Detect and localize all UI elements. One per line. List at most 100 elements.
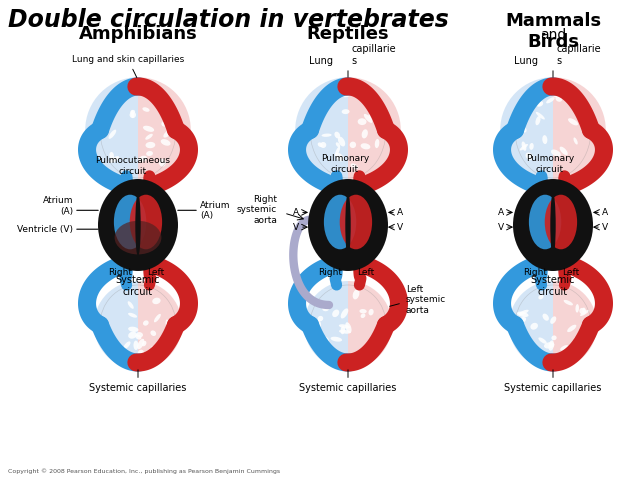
Ellipse shape: [340, 326, 345, 334]
Wedge shape: [553, 77, 606, 183]
Wedge shape: [94, 281, 138, 369]
Ellipse shape: [138, 350, 144, 357]
Ellipse shape: [317, 143, 323, 147]
Wedge shape: [500, 77, 553, 183]
Text: Double circulation in vertebrates: Double circulation in vertebrates: [8, 8, 449, 32]
Text: Copyright © 2008 Pearson Education, Inc., publishing as Pearson Benjamin Cumming: Copyright © 2008 Pearson Education, Inc.…: [8, 468, 280, 474]
Ellipse shape: [519, 126, 527, 132]
Text: Systemic capillaries: Systemic capillaries: [90, 370, 187, 393]
Ellipse shape: [124, 341, 131, 349]
Ellipse shape: [322, 306, 329, 311]
Ellipse shape: [109, 152, 114, 159]
Ellipse shape: [138, 156, 147, 162]
Ellipse shape: [564, 300, 573, 305]
Text: Pulmonary
circuit: Pulmonary circuit: [526, 154, 574, 174]
Text: Birds: Birds: [527, 33, 579, 51]
Text: Left: Left: [357, 268, 374, 277]
Ellipse shape: [330, 336, 342, 342]
Ellipse shape: [129, 89, 138, 95]
Ellipse shape: [142, 341, 147, 347]
Text: capillarie
s: capillarie s: [352, 44, 396, 66]
Text: A: A: [397, 208, 403, 217]
Text: Systemic capillaries: Systemic capillaries: [504, 370, 602, 393]
Ellipse shape: [324, 305, 328, 309]
Ellipse shape: [369, 309, 374, 315]
Text: Systemic capillaries: Systemic capillaries: [300, 370, 397, 393]
Ellipse shape: [516, 312, 529, 317]
Ellipse shape: [349, 142, 356, 148]
Ellipse shape: [582, 308, 586, 314]
Text: A: A: [293, 208, 299, 217]
Text: Atrium
(A): Atrium (A): [200, 201, 230, 220]
Ellipse shape: [574, 337, 582, 347]
Text: V: V: [498, 223, 504, 232]
Wedge shape: [348, 77, 401, 183]
Text: Lung: Lung: [514, 56, 538, 66]
Ellipse shape: [351, 164, 358, 169]
Wedge shape: [295, 77, 348, 183]
Ellipse shape: [575, 304, 579, 312]
Ellipse shape: [320, 142, 326, 148]
Ellipse shape: [127, 301, 134, 309]
Ellipse shape: [513, 179, 593, 271]
Text: Right
systemic
aorta: Right systemic aorta: [237, 195, 277, 225]
Ellipse shape: [336, 142, 340, 147]
Ellipse shape: [324, 195, 356, 249]
Ellipse shape: [536, 112, 545, 120]
Ellipse shape: [340, 308, 348, 319]
Ellipse shape: [516, 317, 526, 325]
Ellipse shape: [542, 135, 547, 144]
Text: Pulmocutaneous
circuit: Pulmocutaneous circuit: [95, 156, 170, 176]
Ellipse shape: [552, 92, 557, 97]
Ellipse shape: [580, 106, 586, 112]
Ellipse shape: [166, 320, 170, 331]
Ellipse shape: [369, 114, 376, 121]
Ellipse shape: [146, 151, 153, 156]
Ellipse shape: [573, 101, 579, 112]
Text: A: A: [498, 208, 504, 217]
Ellipse shape: [335, 146, 340, 156]
Ellipse shape: [143, 126, 154, 132]
Ellipse shape: [334, 132, 340, 138]
Ellipse shape: [141, 352, 146, 362]
Ellipse shape: [353, 289, 360, 300]
Ellipse shape: [535, 96, 541, 107]
Ellipse shape: [568, 118, 578, 125]
Ellipse shape: [110, 156, 119, 163]
Ellipse shape: [163, 131, 171, 138]
Ellipse shape: [544, 342, 554, 348]
Ellipse shape: [520, 144, 528, 150]
Ellipse shape: [550, 193, 556, 256]
Ellipse shape: [365, 348, 371, 355]
Text: Ventricle (V): Ventricle (V): [17, 225, 73, 234]
Ellipse shape: [342, 109, 349, 114]
Ellipse shape: [556, 95, 563, 102]
Ellipse shape: [134, 340, 138, 350]
Ellipse shape: [538, 337, 547, 344]
Ellipse shape: [161, 121, 167, 127]
Ellipse shape: [320, 336, 329, 343]
Ellipse shape: [128, 332, 137, 339]
Ellipse shape: [98, 179, 178, 271]
Text: V: V: [397, 223, 403, 232]
Ellipse shape: [358, 118, 367, 125]
Ellipse shape: [150, 86, 158, 94]
Ellipse shape: [364, 114, 372, 123]
Ellipse shape: [362, 129, 368, 138]
Ellipse shape: [332, 310, 339, 317]
Ellipse shape: [342, 91, 353, 97]
Ellipse shape: [573, 137, 578, 144]
Wedge shape: [304, 281, 348, 369]
Text: Amphibians: Amphibians: [79, 25, 197, 43]
Wedge shape: [138, 77, 191, 183]
Text: Left: Left: [563, 268, 580, 277]
Text: Mammals: Mammals: [505, 12, 601, 30]
Ellipse shape: [145, 134, 153, 140]
Wedge shape: [553, 281, 597, 369]
Ellipse shape: [150, 330, 156, 336]
Ellipse shape: [360, 313, 365, 318]
Ellipse shape: [143, 320, 148, 326]
Wedge shape: [85, 77, 138, 183]
Ellipse shape: [109, 130, 116, 139]
Ellipse shape: [134, 352, 142, 357]
